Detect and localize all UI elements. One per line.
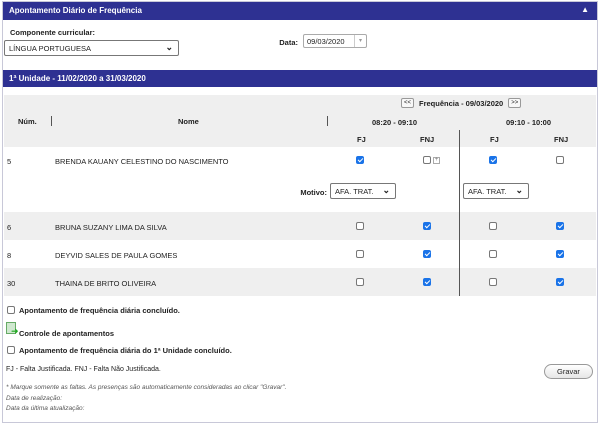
row-num: 6 [7,223,12,232]
chevron-down-icon: ⌄ [382,185,390,195]
absence-checkbox[interactable] [356,156,364,164]
divider [51,116,52,126]
header-bar: Apontamento Diário de Frequência ▲ [3,2,597,20]
daily-done-label: Apontamento de frequência diária concluí… [19,306,180,315]
unit-bar: 1ª Unidade - 11/02/2020 a 31/03/2020 [3,70,597,87]
row-bg [4,212,596,240]
motivo-select[interactable]: AFA. TRAT. ⌄ [330,183,396,199]
absence-checkbox[interactable] [556,222,564,230]
absence-checkbox[interactable] [489,278,497,286]
date-input[interactable]: 09/03/2020 ▾ [303,34,367,48]
legend: FJ - Falta Justificada. FNJ - Falta Não … [6,366,161,373]
absence-checkbox[interactable] [489,156,497,164]
absence-checkbox[interactable] [423,156,431,164]
divider [459,130,460,296]
row-num: 8 [7,251,12,260]
component-select[interactable]: LÍNGUA PORTUGUESA ⌄ [4,40,179,56]
unit-done-label: Apontamento de frequência diária do 1ª U… [19,346,232,355]
absence-checkbox[interactable] [356,250,364,258]
component-label: Componente curricular: [10,28,96,37]
expand-icon[interactable]: + [433,157,440,164]
absence-checkbox[interactable] [423,250,431,258]
divider [327,116,328,126]
control-link[interactable]: Controle de apontamentos [19,329,115,338]
triangle-up-icon[interactable]: ▲ [581,5,589,14]
col-fnj: FNJ [554,135,569,144]
atualizacao: Data da última atualização: [6,405,85,412]
slot-2: 09:10 - 10:00 [506,118,552,127]
absence-checkbox[interactable] [489,222,497,230]
absence-checkbox[interactable] [356,222,364,230]
daily-done-checkbox[interactable] [7,306,15,314]
col-num: Núm. [18,117,37,126]
absence-checkbox[interactable] [556,278,564,286]
student-name: BRUNA SUZANY LIMA DA SILVA [55,223,167,232]
motivo-label: Motivo: [300,188,327,197]
table-header [4,95,596,147]
next-day-button[interactable]: >> [508,98,522,108]
date-value: 09/03/2020 [307,37,345,46]
col-name: Nome [178,117,199,126]
col-fj: FJ [357,135,366,144]
freq-title: Frequência - 09/03/2020 [419,98,504,108]
unit-done-checkbox[interactable] [7,346,15,354]
absence-checkbox[interactable] [556,156,564,164]
absence-checkbox[interactable] [356,278,364,286]
freq-nav: << Frequência - 09/03/2020 >> [401,98,522,108]
chevron-down-icon: ⌄ [515,185,523,195]
slot-1: 08:20 - 09:10 [372,118,418,127]
student-name: THAINA DE BRITO OLIVEIRA [55,279,157,288]
absence-checkbox[interactable] [556,250,564,258]
page-title: Apontamento Diário de Frequência [9,6,142,15]
absence-checkbox[interactable] [423,278,431,286]
dropdown-icon[interactable]: ▾ [354,35,366,47]
student-name: BRENDA KAUANY CELESTINO DO NASCIMENTO [55,157,229,166]
row-num: 5 [7,157,12,166]
prev-day-button[interactable]: << [401,98,414,108]
motivo-value: AFA. TRAT. [335,187,374,196]
absence-checkbox[interactable] [489,250,497,258]
component-value: LÍNGUA PORTUGUESA [9,44,91,53]
chevron-down-icon: ⌄ [165,42,173,52]
row-num: 30 [7,279,16,288]
motivo-value: AFA. TRAT. [468,187,507,196]
col-fj: FJ [490,135,499,144]
row-bg [4,268,596,296]
student-name: DEYVID SALES DE PAULA GOMES [55,251,178,260]
unit-title: 1ª Unidade - 11/02/2020 a 31/03/2020 [9,74,146,83]
document-arrow-icon[interactable]: ➜ [6,322,19,336]
absence-checkbox[interactable] [423,222,431,230]
realizacao: Data de realização: [6,395,63,402]
note: * Marque somente as faltas. As presenças… [6,384,287,391]
motivo-select[interactable]: AFA. TRAT. ⌄ [463,183,529,199]
col-fnj: FNJ [420,135,435,144]
date-label: Data: [279,38,298,47]
save-button[interactable]: Gravar [544,364,593,379]
